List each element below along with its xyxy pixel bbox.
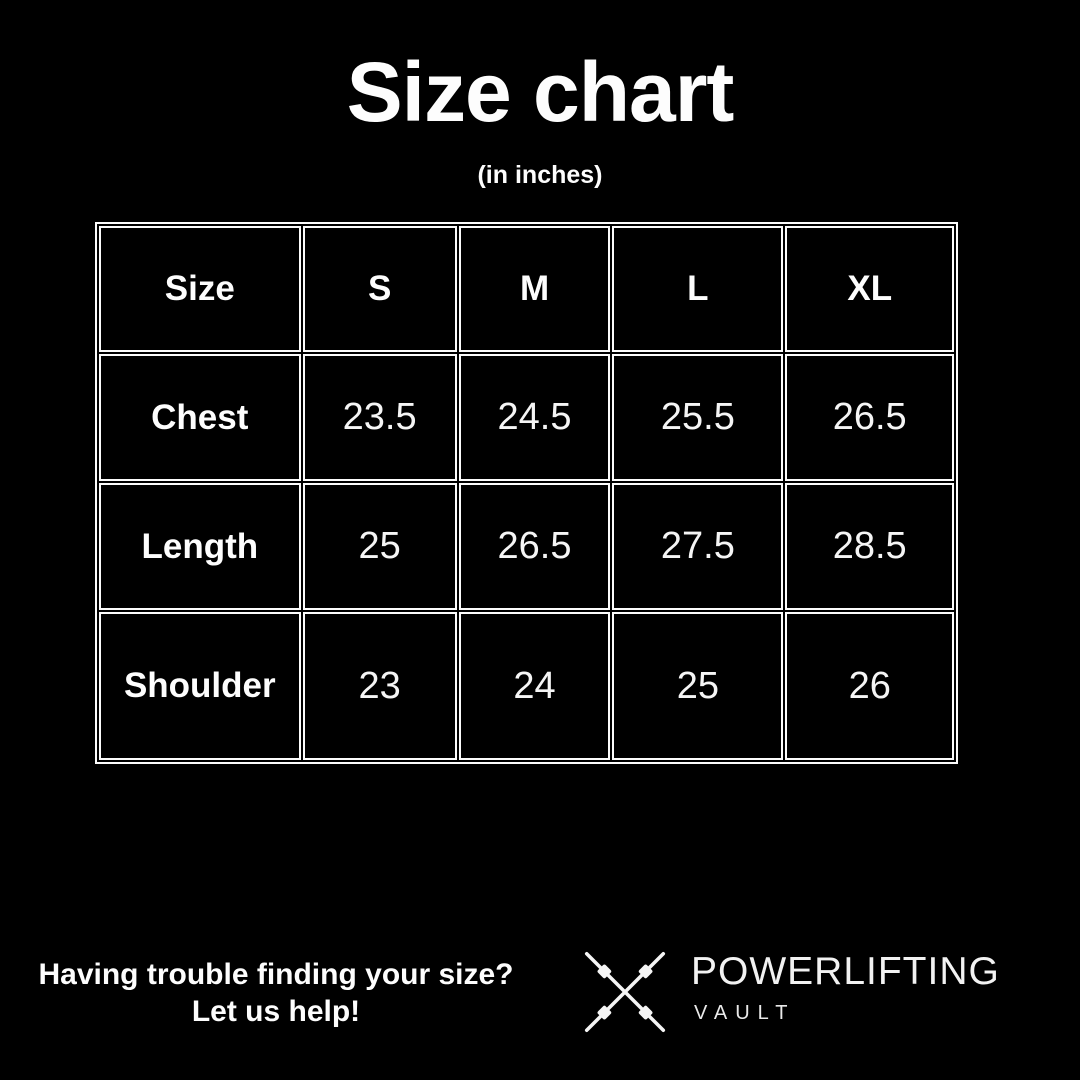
table-header-row: Size S M L XL: [99, 226, 954, 352]
cell-chest-l: 25.5: [612, 354, 784, 481]
help-text-line1: Having trouble finding your size?: [38, 958, 514, 991]
help-text-line2: Let us help!: [191, 995, 361, 1028]
col-header-l: L: [612, 226, 784, 352]
table-row-shoulder: Shoulder 23 24 25 26: [99, 612, 954, 760]
table-row-length: Length 25 26.5 27.5 28.5: [99, 483, 954, 610]
cell-chest-s: 23.5: [302, 354, 457, 481]
cell-length-m: 26.5: [458, 483, 611, 610]
cell-length-s: 25: [302, 483, 457, 610]
cell-shoulder-m: 24: [458, 612, 611, 760]
cell-shoulder-l: 25: [612, 612, 784, 760]
crossed-barbells-icon: [584, 951, 666, 1033]
brand-subname: VAULT: [694, 1002, 796, 1024]
cell-length-xl: 28.5: [785, 483, 954, 610]
cell-shoulder-s: 23: [302, 612, 457, 760]
cell-length-l: 27.5: [612, 483, 784, 610]
help-text: Having trouble finding your size? Let us…: [34, 956, 518, 1030]
brand-name: POWERLIFTING: [691, 950, 1000, 993]
page-title: Size chart: [346, 45, 735, 139]
col-header-xl: XL: [785, 226, 954, 352]
page-subtitle: (in inches): [477, 161, 603, 189]
row-label-length: Length: [99, 483, 301, 610]
col-header-size: Size: [99, 226, 301, 352]
row-label-chest: Chest: [99, 354, 301, 481]
cell-chest-m: 24.5: [458, 354, 611, 481]
row-label-shoulder: Shoulder: [99, 612, 301, 760]
table-row-chest: Chest 23.5 24.5 25.5 26.5: [99, 354, 954, 481]
brand-logo: POWERLIFTING VAULT: [571, 936, 1051, 1056]
cell-shoulder-xl: 26: [785, 612, 954, 760]
cell-chest-xl: 26.5: [785, 354, 954, 481]
col-header-s: S: [302, 226, 457, 352]
col-header-m: M: [458, 226, 611, 352]
size-chart-table: Size S M L XL Chest 23.5 24.5 25.5 26.5 …: [95, 222, 958, 764]
